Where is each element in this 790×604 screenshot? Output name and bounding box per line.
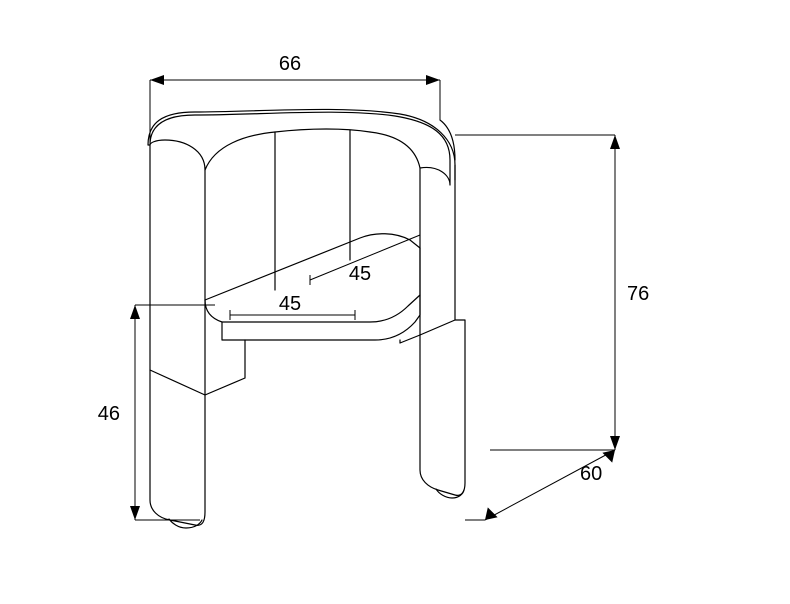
dim-seat-width: 45 xyxy=(279,293,301,315)
chair-outline xyxy=(148,109,465,528)
extension-lines xyxy=(135,80,615,520)
dimension-drawing: 66 76 46 60 45 45 xyxy=(0,0,790,604)
dimension-lines xyxy=(135,80,615,520)
dim-overall-width: 66 xyxy=(279,53,301,75)
dim-seat-height: 46 xyxy=(98,403,120,425)
dim-overall-depth: 60 xyxy=(580,463,602,485)
dim-seat-depth: 45 xyxy=(349,263,371,285)
dim-overall-height: 76 xyxy=(627,283,649,305)
dimension-arrows xyxy=(130,75,620,520)
